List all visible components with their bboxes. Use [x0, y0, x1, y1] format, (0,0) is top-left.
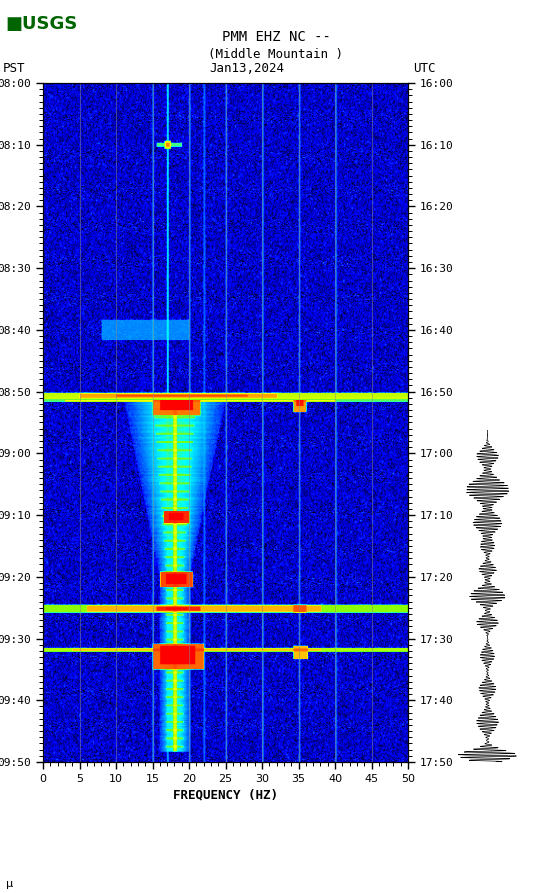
Text: PST: PST [3, 62, 25, 75]
Text: (Middle Mountain ): (Middle Mountain ) [209, 48, 343, 61]
Text: ■USGS: ■USGS [6, 15, 78, 33]
X-axis label: FREQUENCY (HZ): FREQUENCY (HZ) [173, 788, 278, 801]
Text: μ: μ [6, 879, 13, 889]
Text: PMM EHZ NC --: PMM EHZ NC -- [221, 30, 331, 44]
Text: Jan13,2024: Jan13,2024 [210, 62, 285, 75]
Text: UTC: UTC [413, 62, 436, 75]
